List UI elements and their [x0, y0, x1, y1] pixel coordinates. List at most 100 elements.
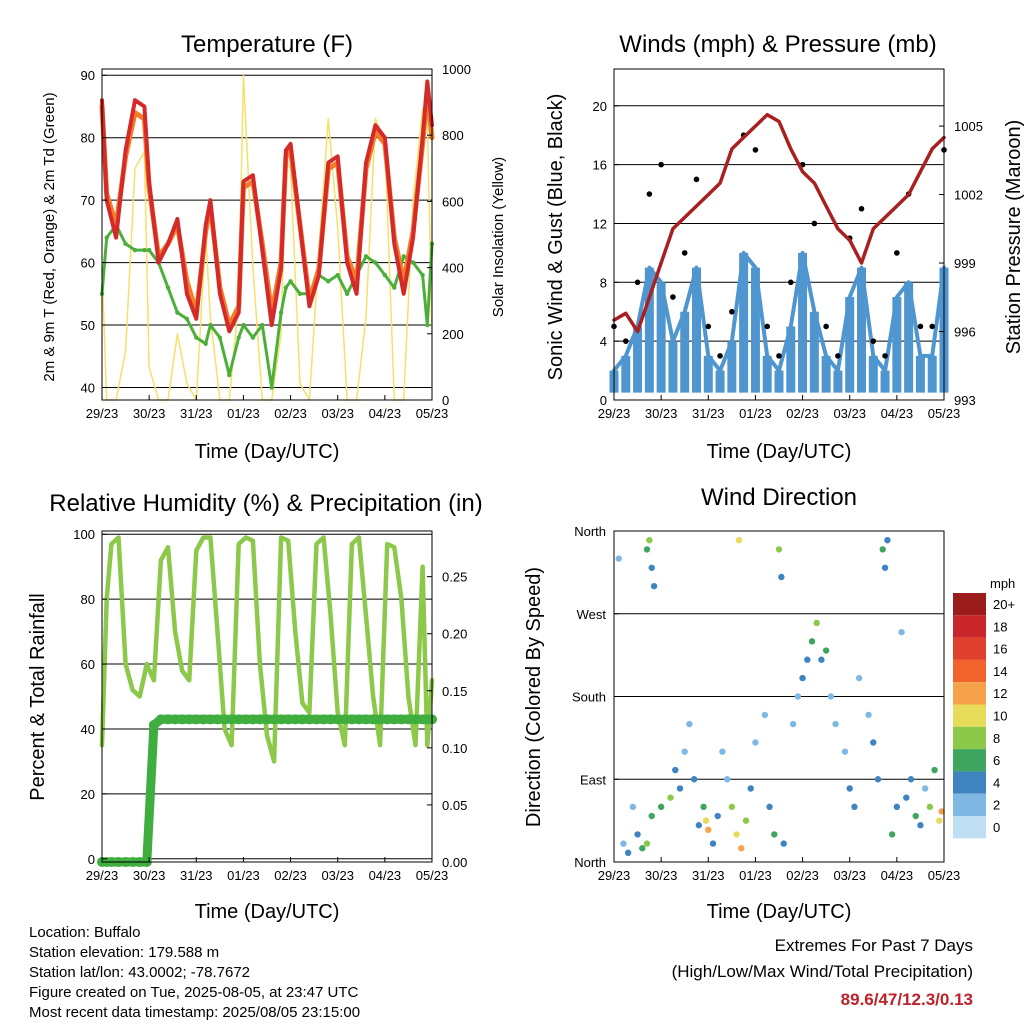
- winddir-point: [865, 711, 872, 719]
- gust-point: [858, 205, 865, 212]
- dewpoint-point: [326, 279, 331, 284]
- y2-tick-label: 1002: [954, 188, 983, 203]
- winddir-point: [808, 638, 816, 645]
- precip-point: [163, 714, 173, 725]
- winddir-point: [921, 785, 929, 792]
- legend-swatch: [953, 793, 986, 816]
- winddir-point: [938, 808, 945, 815]
- winddir-point: [733, 831, 740, 838]
- y2-tick-label: 0: [442, 393, 449, 408]
- x-tick-label: 04/23: [881, 406, 914, 421]
- gust-point: [823, 323, 829, 330]
- dewpoint-point: [208, 322, 213, 328]
- temperature-grid: [102, 74, 432, 389]
- humidity-title: Relative Humidity (%) & Precipitation (i…: [49, 490, 482, 517]
- dewpoint-point: [297, 291, 303, 297]
- winddir-point: [893, 803, 901, 811]
- gust-point: [693, 176, 700, 183]
- legend-swatch: [953, 704, 986, 727]
- winddir-point: [657, 803, 665, 811]
- dewpoint-point: [146, 247, 152, 253]
- y-tick-label: 40: [81, 722, 95, 737]
- winddir-point: [855, 674, 863, 682]
- pressure-ylabel: Station Pressure (Maroon): [1003, 120, 1024, 355]
- x-tick-label: 29/23: [86, 406, 119, 421]
- winddir-ylabel: Direction (Colored By Speed): [523, 567, 545, 827]
- legend-label: 20+: [993, 597, 1015, 612]
- y2-tick-label: 0.25: [442, 570, 467, 585]
- y2-tick-label: 0.10: [442, 741, 467, 756]
- x-tick-label: 04/23: [881, 868, 914, 883]
- wind-line: [612, 250, 946, 373]
- winddir-point: [780, 840, 787, 847]
- humidity-ticks: 0 20 40 60 80 100 0.00 0.05 0.10 0.15 0.20 0.25 29/2…: [73, 527, 467, 883]
- precip-point: [155, 714, 166, 725]
- winddir-point: [690, 776, 698, 783]
- x-tick-label: 01/23: [739, 868, 772, 883]
- humidity-ylabel: Percent & Total Rainfall: [27, 593, 49, 801]
- precip-point: [297, 714, 308, 725]
- winddir-point: [714, 812, 721, 820]
- dewpoint-point: [425, 322, 430, 328]
- winddir-point: [879, 546, 886, 553]
- x-tick-label: 30/23: [133, 868, 166, 883]
- humidity-panel: Relative Humidity (%) & Precipitation (i…: [27, 490, 483, 923]
- legend-swatch: [953, 816, 986, 839]
- x-tick-label: 05/23: [416, 868, 449, 883]
- x-tick-label: 01/23: [227, 868, 260, 883]
- x-tick-label: 03/23: [321, 868, 354, 883]
- winds-xlabel: Time (Day/UTC): [707, 441, 852, 463]
- extremes-line1: Extremes For Past 7 Days: [775, 936, 973, 955]
- winddir-title: Wind Direction: [701, 484, 857, 511]
- y-tick-label: 20: [593, 99, 607, 114]
- solar-ylabel: Solar Insolation (Yellow): [490, 157, 507, 317]
- winddir-point: [643, 840, 651, 847]
- precip-point: [318, 714, 329, 725]
- temperature-ticks: 40 50 60 70 80 90 0 200 400 600 800 1000 29/23 30/23 3…: [81, 62, 471, 421]
- winddir-point: [702, 817, 710, 824]
- winddir-point: [881, 564, 889, 571]
- y-tick-label: 8: [600, 275, 607, 290]
- dewpoint-point: [344, 291, 350, 297]
- winddir-point: [681, 748, 688, 755]
- legend-label: 8: [993, 731, 1000, 746]
- precip-point: [368, 714, 379, 725]
- winddir-point: [705, 826, 712, 834]
- dewpoint-point: [217, 335, 223, 340]
- winddir-xlabel: Time (Day/UTC): [707, 901, 852, 923]
- legend-title: mph: [990, 576, 1015, 591]
- legend-label: 12: [993, 686, 1007, 701]
- winddir-point: [898, 628, 905, 636]
- precip-point: [311, 714, 322, 725]
- y2-tick-label: 0.15: [442, 684, 467, 699]
- y-tick-label: 0: [88, 852, 95, 867]
- winddir-point: [766, 803, 773, 811]
- precip-point: [247, 714, 258, 725]
- gust-point: [811, 220, 818, 227]
- dewpoint-point: [335, 272, 340, 278]
- gust-point: [835, 353, 841, 359]
- winddir-point: [846, 785, 853, 792]
- legend-swatch: [953, 771, 986, 794]
- precip-point: [254, 714, 265, 725]
- gust-point: [764, 323, 771, 330]
- temperature-ylabel: 2m & 9m T (Red, Orange) & 2m Td (Green): [41, 92, 58, 381]
- winddir-point: [931, 766, 938, 774]
- dewpoint-point: [236, 335, 241, 340]
- winddir-point: [624, 849, 632, 857]
- info-created: Figure created on Tue, 2025-08-05, at 23…: [29, 984, 359, 1001]
- gust-point: [705, 323, 712, 330]
- x-tick-label: 02/23: [786, 406, 819, 421]
- y-tick-label: 40: [81, 381, 95, 396]
- y2-tick-label: 1005: [954, 119, 983, 134]
- winddir-point: [629, 803, 637, 811]
- winddir-point: [775, 546, 783, 553]
- precip-point: [389, 714, 400, 725]
- temperature-xlabel: Time (Day/UTC): [195, 441, 340, 463]
- precip-point: [410, 714, 421, 725]
- winddir-point: [695, 822, 703, 829]
- y2-tick-label: 1000: [442, 62, 471, 77]
- winddir-point: [761, 711, 769, 719]
- y-tick-label: 50: [81, 318, 95, 333]
